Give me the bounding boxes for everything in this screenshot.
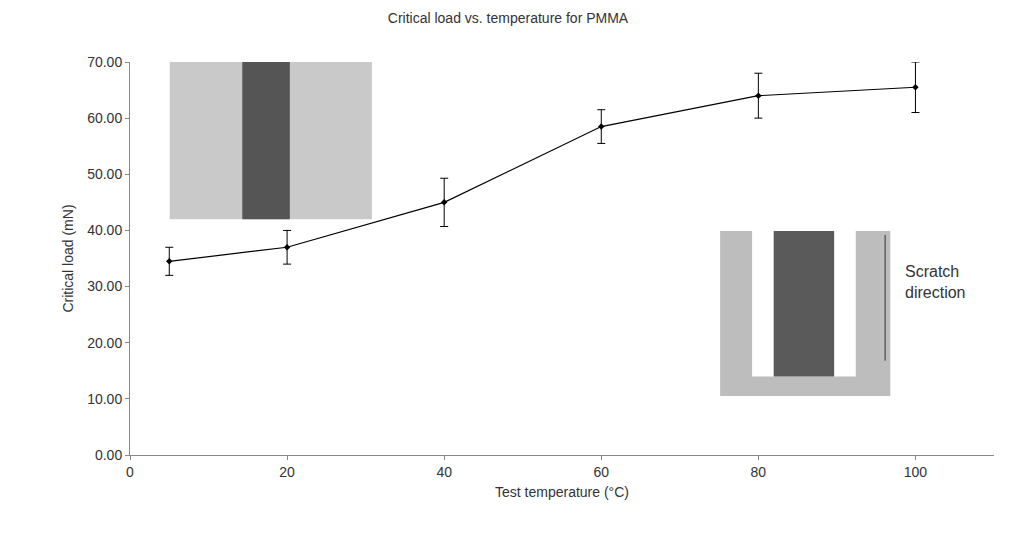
svg-text:50.00: 50.00 [87,166,122,182]
svg-text:Scratchdirection: Scratchdirection [905,263,965,301]
svg-text:40.00: 40.00 [87,222,122,238]
svg-text:100: 100 [904,464,928,480]
svg-text:10.00: 10.00 [87,391,122,407]
svg-text:60.00: 60.00 [87,110,122,126]
svg-text:Test temperature (°C): Test temperature (°C) [495,484,629,500]
svg-text:70.00: 70.00 [87,54,122,70]
svg-text:0: 0 [126,464,134,480]
svg-text:40: 40 [436,464,452,480]
svg-text:20: 20 [279,464,295,480]
svg-text:Critical load (mN): Critical load (mN) [60,204,76,312]
svg-text:0.00: 0.00 [95,447,122,463]
svg-text:30.00: 30.00 [87,278,122,294]
svg-text:20.00: 20.00 [87,335,122,351]
svg-text:80: 80 [751,464,767,480]
svg-text:60: 60 [593,464,609,480]
svg-text:Critical load vs. temperature: Critical load vs. temperature for PMMA [388,10,629,26]
